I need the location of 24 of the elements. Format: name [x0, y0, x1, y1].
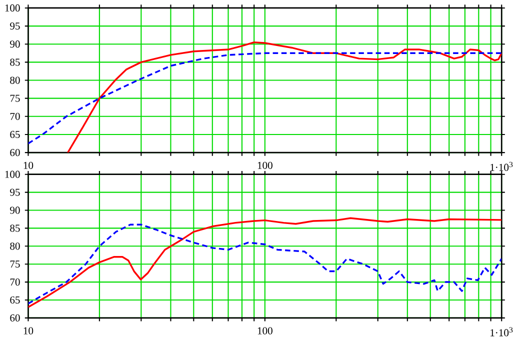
x-tick-label: 100: [258, 327, 272, 334]
y-tick-label: 75: [10, 260, 20, 268]
y-tick-label: 60: [10, 149, 20, 156]
x-tick-label: 1·10$^{3}$: [490, 162, 513, 172]
x-tick-label: 100: [258, 162, 272, 170]
y-tick-label: 65: [10, 131, 20, 138]
y-tick-label: 90: [10, 40, 20, 48]
y-tick-label: 70: [10, 112, 20, 120]
y-tick-label: 80: [10, 242, 20, 250]
y-tick-label: 95: [10, 22, 20, 30]
y-tick-label: 70: [10, 278, 20, 286]
x-tick-label: 10: [24, 162, 34, 170]
y-tick-label: 80: [10, 76, 20, 84]
y-tick-label: 60: [10, 314, 20, 322]
x-tick-label: 1·10$^{3}$: [490, 327, 513, 336]
y-tick-label: 95: [10, 188, 20, 196]
y-tick-label: 85: [10, 224, 20, 232]
y-tick-label: 90: [10, 206, 20, 214]
y-tick-label: 75: [10, 94, 20, 102]
y-tick-label: 85: [10, 58, 20, 66]
y-tick-label: 100: [5, 4, 20, 12]
y-tick-label: 65: [10, 296, 20, 304]
x-tick-label: 10: [24, 327, 34, 334]
y-tick-label: 100: [5, 170, 20, 178]
